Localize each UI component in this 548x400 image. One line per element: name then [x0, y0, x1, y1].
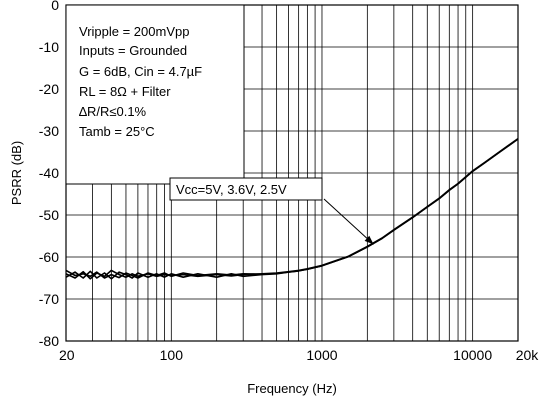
x-tick-label: 100: [160, 347, 184, 363]
y-tick-label: -10: [39, 39, 59, 55]
condition-line: Tamb = 25°C: [79, 124, 155, 139]
y-tick-label: -70: [39, 291, 59, 307]
condition-line: ∆R/R≤0.1%: [79, 104, 147, 119]
y-tick-label: 0: [51, 0, 59, 13]
test-conditions-frame: [65, 4, 245, 185]
condition-line: Inputs = Grounded: [79, 43, 187, 58]
y-tick-label: -50: [39, 207, 59, 223]
x-axis-title: Frequency (Hz): [247, 381, 337, 396]
condition-line: RL = 8Ω + Filter: [79, 84, 171, 99]
condition-line: G = 6dB, Cin = 4.7µF: [79, 64, 202, 79]
callout-box: [169, 177, 323, 201]
callout-label: Vcc=5V, 3.6V, 2.5V: [176, 182, 287, 197]
x-tick-label: 10000: [453, 347, 492, 363]
callout-arrow-line: [323, 198, 374, 245]
y-tick-label: -60: [39, 249, 59, 265]
y-tick-labels: 0 -10 -20 -30 -40 -50 -60 -70 -80: [39, 0, 59, 349]
condition-line: Vripple = 200mVpp: [79, 24, 189, 39]
test-conditions-box: Vripple = 200mVpp Inputs = Grounded G = …: [65, 4, 245, 185]
y-tick-label: -20: [39, 81, 59, 97]
x-tick-label: 20k: [516, 347, 540, 363]
series-line-3: [65, 138, 519, 279]
callout-arrow-head: [364, 235, 374, 245]
y-axis-title: PSRR (dB): [9, 141, 24, 205]
supply-callout: Vcc=5V, 3.6V, 2.5V: [169, 177, 374, 245]
y-tick-label: -30: [39, 123, 59, 139]
y-tick-label: -40: [39, 165, 59, 181]
y-tick-label: -80: [39, 333, 59, 349]
x-tick-label: 20: [59, 347, 75, 363]
series-lines: [65, 137, 519, 280]
x-tick-label: 1000: [306, 347, 337, 363]
x-tick-labels: 20 100 1000 10000 20k: [59, 347, 539, 363]
